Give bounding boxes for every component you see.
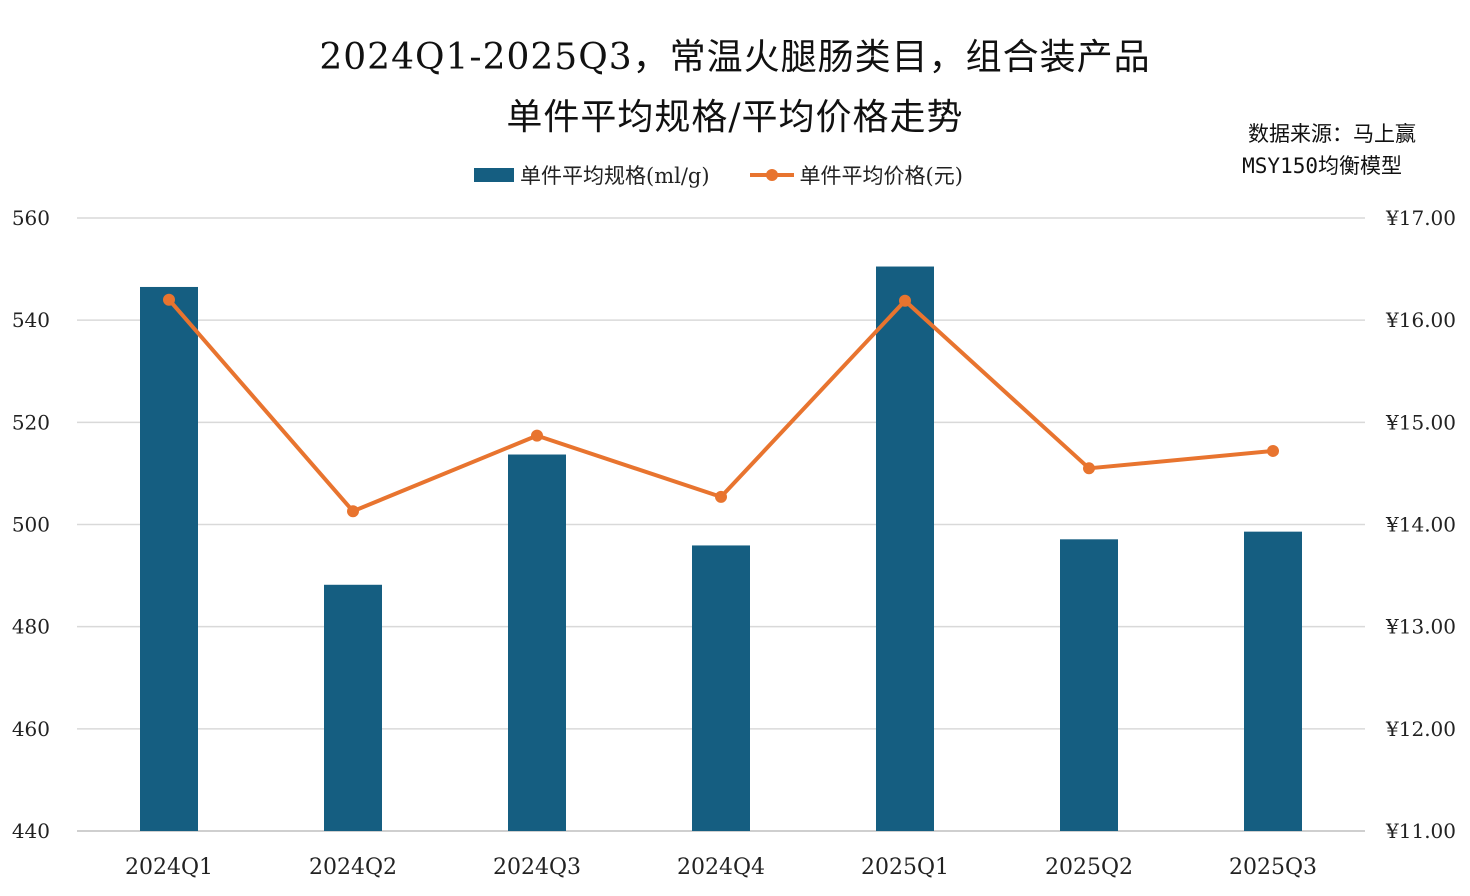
legend-label-price: 单件平均价格(元) (799, 164, 963, 188)
legend-item-price: 单件平均价格(元) (749, 160, 963, 190)
x-tick-label: 2024Q4 (677, 855, 765, 880)
legend-bar-swatch (474, 168, 514, 182)
x-tick-label: 2024Q2 (309, 855, 397, 880)
x-tick-label: 2024Q1 (125, 855, 213, 880)
price-point (347, 505, 359, 518)
left-tick-label: 480 (12, 615, 50, 639)
chart-title-line-2: 单件平均规格/平均价格走势 (506, 97, 964, 138)
left-tick-label: 500 (12, 513, 50, 537)
price-point (715, 490, 727, 503)
price-point (899, 294, 911, 307)
bar-size (1244, 531, 1302, 831)
legend-line-swatch (749, 168, 794, 182)
left-tick-label: 540 (12, 308, 50, 332)
price-point (163, 293, 175, 306)
bar-size (140, 286, 198, 831)
right-tick-label: ¥13.00 (1385, 615, 1456, 639)
x-tick-label: 2025Q2 (1045, 855, 1133, 880)
bar-size (508, 454, 566, 831)
right-tick-label: ¥11.00 (1385, 819, 1456, 843)
right-tick-label: ¥17.00 (1385, 206, 1456, 230)
left-tick-label: 460 (12, 717, 50, 741)
x-tick-label: 2025Q1 (861, 855, 949, 880)
left-tick-label: 560 (12, 206, 50, 230)
left-tick-label: 440 (12, 819, 50, 843)
right-tick-label: ¥16.00 (1385, 308, 1456, 332)
price-point (531, 429, 543, 442)
left-tick-label: 520 (12, 410, 50, 434)
x-tick-label: 2025Q3 (1229, 855, 1317, 880)
bar-size (692, 545, 750, 831)
price-point (1083, 462, 1095, 475)
data-source-label: 数据来源：马上赢 (1248, 122, 1416, 146)
bar-size (876, 266, 934, 831)
right-tick-label: ¥14.00 (1385, 513, 1456, 537)
chart-legend: 单件平均规格(ml/g) 单件平均价格(元) (474, 160, 1003, 190)
right-tick-label: ¥15.00 (1385, 410, 1456, 434)
legend-label-size: 单件平均规格(ml/g) (520, 164, 710, 188)
bar-size (1060, 539, 1118, 831)
legend-item-size: 单件平均规格(ml/g) (474, 160, 710, 190)
data-model-label: MSY150均衡模型 (1242, 154, 1402, 178)
price-line (167, 297, 1275, 514)
right-tick-label: ¥12.00 (1385, 717, 1456, 741)
chart-title-line-1: 2024Q1-2025Q3，常温火腿肠类目，组合装产品 (319, 37, 1151, 78)
bar-size (324, 584, 382, 831)
price-point (1267, 444, 1279, 457)
x-tick-label: 2024Q3 (493, 855, 581, 880)
